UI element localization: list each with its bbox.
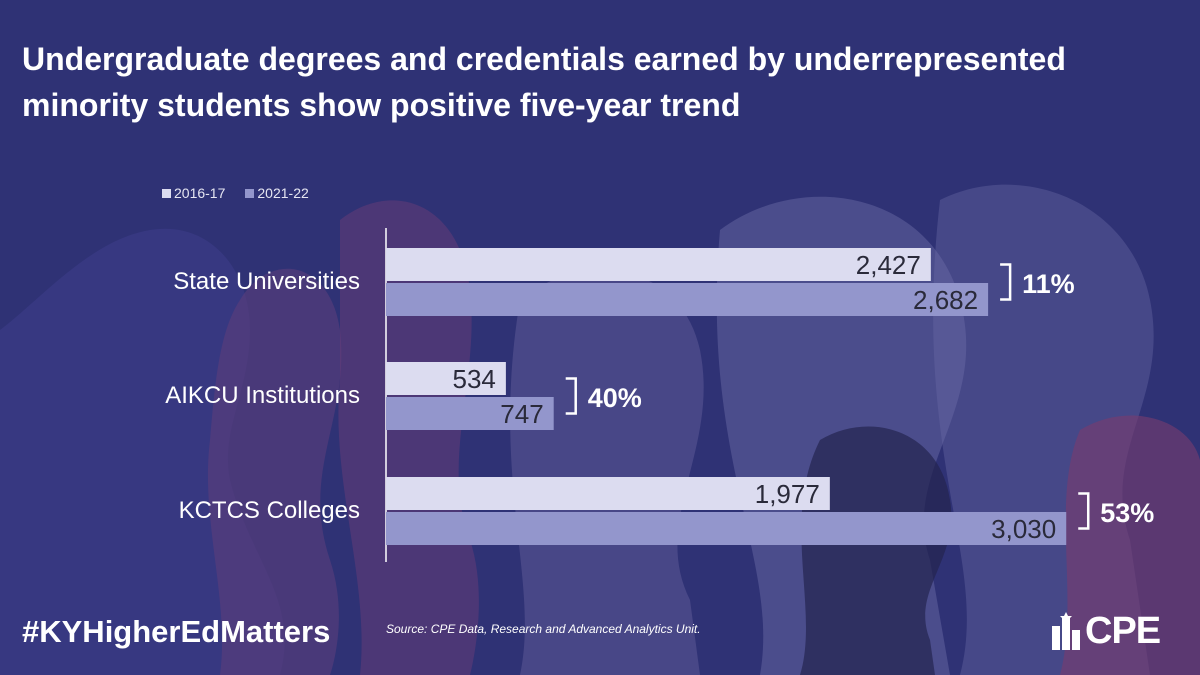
data-label: 534 [452,364,495,394]
chart-title: Undergraduate degrees and credentials ea… [22,41,1066,123]
cpe-logo: CPE [1050,610,1161,653]
bar [386,397,554,430]
category-label: AIKCU Institutions [165,382,360,409]
category-label: State Universities [173,268,360,295]
change-bracket [1078,492,1090,530]
data-label: 2,427 [856,250,921,280]
bar [386,477,830,510]
bar [386,283,989,316]
logo-text: CPE [1085,610,1161,652]
legend-label-2016: 2016-17 [174,185,226,201]
data-label: 2,682 [913,285,978,315]
category-label: KCTCS Colleges [179,497,360,524]
bar [386,248,931,281]
legend-swatch-2016 [162,188,171,198]
chart-legend: 2016-17 2021-22 [162,185,309,201]
legend-item-2016: 2016-17 [162,185,225,201]
change-percent: 53% [1100,498,1154,528]
legend-label-2021: 2021-22 [257,185,309,201]
legend-swatch-2021 [245,188,255,198]
source-note: Source: CPE Data, Research and Advanced … [386,622,701,636]
legend-item-2021: 2021-22 [245,185,309,201]
kentucky-state-icon [1052,611,1080,650]
change-percent: 40% [588,383,642,413]
bar [386,362,506,395]
bar [386,512,1067,545]
data-label: 3,030 [991,514,1056,544]
change-bracket [565,377,577,415]
data-label: 1,977 [755,479,820,509]
change-bracket [1000,263,1012,301]
data-label: 747 [500,399,543,429]
hashtag: #KYHigherEdMatters [22,614,331,649]
change-percent: 11% [1022,269,1075,299]
